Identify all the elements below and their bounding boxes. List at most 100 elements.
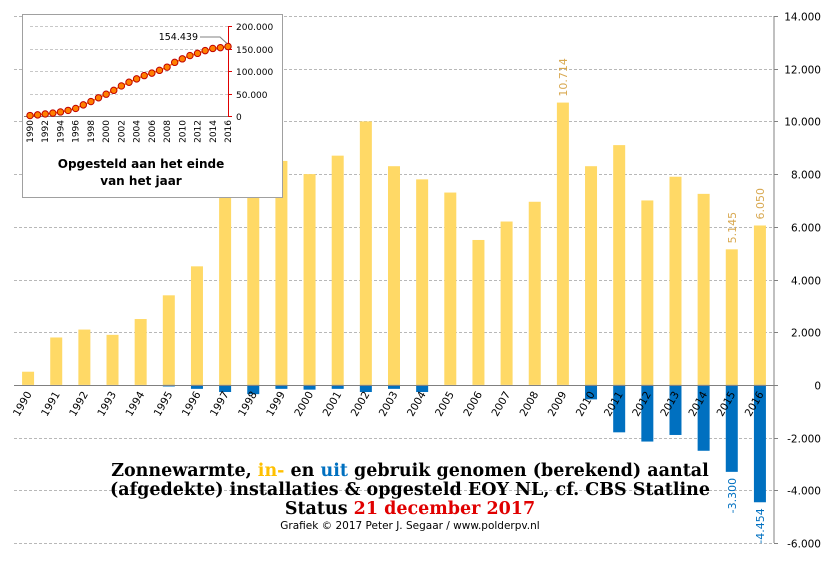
inset-x-tick-label: 2016 (224, 120, 234, 143)
inset-caption-line: Opgesteld aan het einde (58, 157, 224, 171)
chart-credit: Grafiek © 2017 Peter J. Segaar / www.pol… (280, 520, 540, 532)
bar-uit-2011 (613, 384, 626, 433)
status-prefix: Status (284, 499, 354, 519)
bar-uit-1996 (190, 384, 203, 389)
y-tick-label: 10.000 (784, 117, 821, 129)
inset-point-1999 (94, 94, 103, 102)
x-tick-label: 2000 (292, 390, 316, 419)
x-tick-label: 2006 (461, 389, 485, 418)
x-tick-label: 1997 (208, 390, 232, 419)
bar-in-2013 (669, 176, 682, 385)
x-tick-label: 1991 (39, 390, 63, 419)
bar-uit-2004 (416, 384, 429, 393)
y-tick-label: 8.000 (791, 170, 821, 182)
inset-point-2014 (209, 44, 217, 53)
inset-point-2000 (102, 90, 110, 98)
x-tick-label: 2010 (574, 390, 598, 419)
inset-point-2003 (125, 78, 133, 86)
inset-y-tick-label: 200.000 (236, 23, 273, 33)
inset-point-1998 (87, 97, 95, 106)
inset-point-2001 (110, 86, 118, 95)
chart-subtitle: (afgedekte) installaties & opgesteld EOY… (109, 480, 711, 500)
bar-in-2011 (613, 145, 626, 385)
inset-point-1997 (79, 101, 88, 109)
bar-in-2007 (500, 221, 513, 385)
inset-point-1995 (64, 106, 72, 115)
bar-uit-1997 (219, 384, 232, 393)
bar-in-2002 (359, 121, 372, 385)
x-tick-label: 1996 (180, 389, 204, 418)
bar-uit-2016 (753, 384, 766, 503)
inset-x-tick-label: 2004 (133, 120, 143, 143)
inset-y-tick-label: 50.000 (236, 91, 268, 101)
chart-status: Status 21 december 2017 (80, 500, 740, 519)
inset-y-tick-label: 150.000 (236, 46, 273, 56)
inset-x-tick-label: 2014 (209, 120, 219, 143)
x-tick-label: 2002 (349, 390, 373, 419)
bar-uit-1998 (247, 384, 260, 395)
bar-in-1998 (247, 187, 260, 385)
title-part-in: in- (257, 461, 285, 481)
bar-in-2005 (444, 192, 457, 385)
x-tick-label: 1995 (152, 390, 176, 419)
inset-frame (22, 14, 283, 198)
bar-in-2016 (753, 225, 766, 385)
inset-end-label: 154.439 (159, 32, 198, 43)
chart-title: Zonnewarmte, in- en uit gebruik genomen … (80, 462, 740, 481)
inset-point-1993 (49, 109, 57, 117)
bar-uit-2010 (585, 384, 598, 400)
data-label-in-2009: 10.714 (557, 58, 570, 97)
inset-x-tick-label: 1994 (56, 120, 66, 143)
bar-in-2001 (331, 155, 344, 385)
inset-x-tick-label: 2012 (194, 120, 204, 143)
inset-point-1991 (33, 111, 42, 119)
x-tick-label: 2008 (518, 390, 542, 419)
inset-point-2002 (117, 82, 126, 90)
y-tick-label: 12.000 (784, 65, 821, 77)
bar-uit-2002 (359, 384, 372, 393)
bar-uit-2013 (669, 384, 682, 435)
inset-point-2005 (140, 71, 148, 80)
inset-point-2010 (178, 55, 187, 63)
title-part-2: en (284, 461, 321, 481)
inset-point-2012 (193, 49, 202, 58)
bar-in-1994 (134, 319, 147, 385)
inset-x-tick-label: 2006 (148, 120, 158, 143)
x-tick-label: 1994 (124, 389, 148, 418)
x-tick-label: 2001 (321, 390, 345, 419)
chart-title-block: Zonnewarmte, in- en uit gebruik genomen … (80, 462, 740, 533)
bar-in-1991 (50, 337, 63, 385)
bar-in-2015 (725, 249, 738, 385)
inset-y-tick-label: 100.000 (236, 68, 273, 78)
bar-uit-2001 (331, 384, 344, 389)
bar-uit-2000 (303, 384, 316, 390)
data-label-uit-2016: -4.454 (754, 508, 767, 543)
status-date: 21 december 2017 (353, 499, 536, 519)
inset-point-2008 (163, 63, 171, 71)
x-tick-label: 1999 (264, 390, 288, 419)
bar-uit-1999 (275, 384, 288, 389)
bar-in-1992 (78, 329, 91, 385)
bar-in-2014 (697, 193, 710, 385)
bar-in-1997 (219, 176, 232, 385)
inset-x-tick-label: 1990 (26, 120, 36, 143)
x-tick-label: 2004 (405, 389, 429, 418)
bar-in-2008 (528, 201, 541, 385)
inset-point-2013 (201, 46, 209, 55)
bar-uit-2012 (641, 384, 654, 442)
bar-in-2003 (388, 166, 400, 385)
inset-x-tick-label: 2000 (102, 120, 112, 143)
data-label-in-2016: 6.050 (754, 188, 767, 220)
bar-in-2010 (585, 166, 598, 385)
bar-in-1995 (162, 295, 175, 385)
inset-x-tick-label: 1998 (87, 120, 97, 143)
x-tick-label: 2005 (433, 390, 457, 419)
inset-x-tick-label: 1992 (41, 120, 51, 143)
y-tick-label: 4.000 (791, 276, 821, 288)
bar-in-2004 (416, 179, 429, 385)
x-tick-label: 2007 (489, 390, 513, 419)
inset-caption-line: van het jaar (100, 174, 182, 188)
bar-in-1990 (22, 371, 35, 385)
inset-x-tick-label: 2008 (163, 120, 173, 143)
